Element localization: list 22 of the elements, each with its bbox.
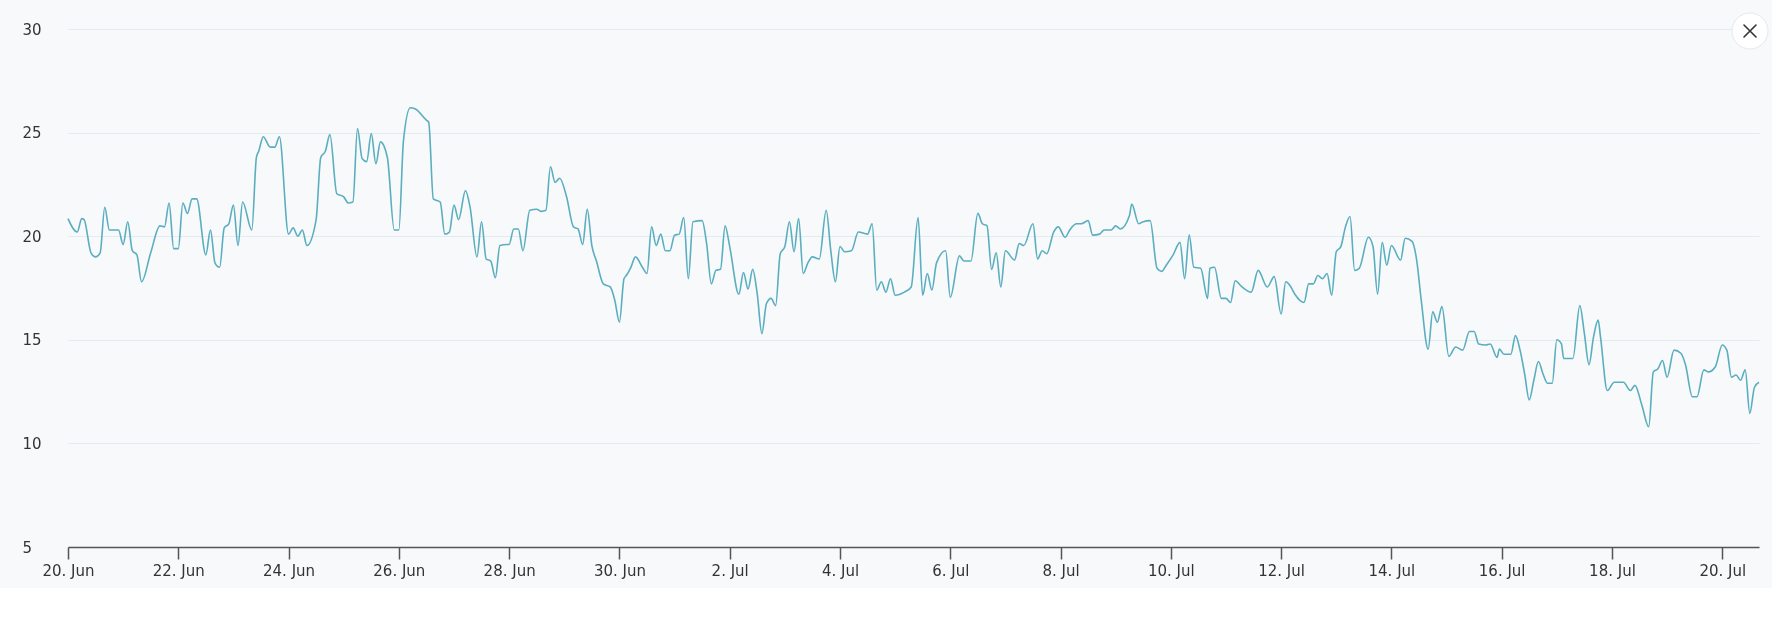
x-tick-label: 6. Jul [932,561,970,580]
x-tick-label: 20. Jun [42,561,95,580]
y-tick-label: 15 [22,331,42,350]
x-tick-label: 30. Jun [593,561,646,580]
x-tick-label: 20. Jul [1699,561,1747,580]
y-tick-label: 10 [22,434,42,453]
x-tick-label: 16. Jul [1478,561,1526,580]
x-tick-label: 24. Jun [263,561,316,580]
x-tick-label: 14. Jul [1368,561,1416,580]
x-tick-label: 2. Jul [711,561,749,580]
y-tick-label: 20 [22,227,42,246]
x-tick-label: 8. Jul [1042,561,1080,580]
x-tick-label: 10. Jul [1147,561,1195,580]
y-tick-label: 25 [22,124,42,143]
y-tick-label: 5 [22,538,33,557]
x-tick-label: 12. Jul [1258,561,1305,580]
x-tick-label: 18. Jul [1589,561,1636,580]
x-tick-label: 22. Jun [152,561,205,580]
x-tick-label: 26. Jun [373,561,426,580]
y-tick-label: 30 [22,20,42,39]
x-tick-label: 4. Jul [821,561,860,580]
x-tick-label: 28. Jun [483,561,536,580]
